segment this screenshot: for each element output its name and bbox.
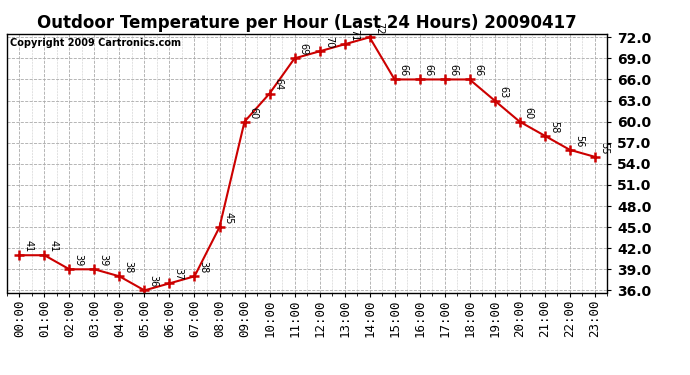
Text: 38: 38 — [199, 261, 208, 273]
Text: 38: 38 — [124, 261, 134, 273]
Text: Copyright 2009 Cartronics.com: Copyright 2009 Cartronics.com — [10, 38, 181, 48]
Text: 36: 36 — [148, 275, 159, 288]
Text: 56: 56 — [574, 135, 584, 147]
Text: 41: 41 — [48, 240, 59, 252]
Text: 55: 55 — [599, 141, 609, 154]
Text: 66: 66 — [399, 64, 408, 76]
Text: 66: 66 — [448, 64, 459, 76]
Text: 64: 64 — [274, 78, 284, 91]
Text: 66: 66 — [424, 64, 434, 76]
Text: 39: 39 — [74, 254, 83, 267]
Title: Outdoor Temperature per Hour (Last 24 Hours) 20090417: Outdoor Temperature per Hour (Last 24 Ho… — [37, 14, 577, 32]
Text: 63: 63 — [499, 86, 509, 98]
Text: 60: 60 — [248, 106, 259, 119]
Text: 72: 72 — [374, 22, 384, 34]
Text: 70: 70 — [324, 36, 334, 48]
Text: 41: 41 — [23, 240, 34, 252]
Text: 71: 71 — [348, 29, 359, 42]
Text: 60: 60 — [524, 106, 534, 119]
Text: 58: 58 — [549, 120, 559, 133]
Text: 45: 45 — [224, 212, 234, 224]
Text: 37: 37 — [174, 268, 184, 280]
Text: 69: 69 — [299, 44, 308, 55]
Text: 39: 39 — [99, 254, 108, 267]
Text: 66: 66 — [474, 64, 484, 76]
